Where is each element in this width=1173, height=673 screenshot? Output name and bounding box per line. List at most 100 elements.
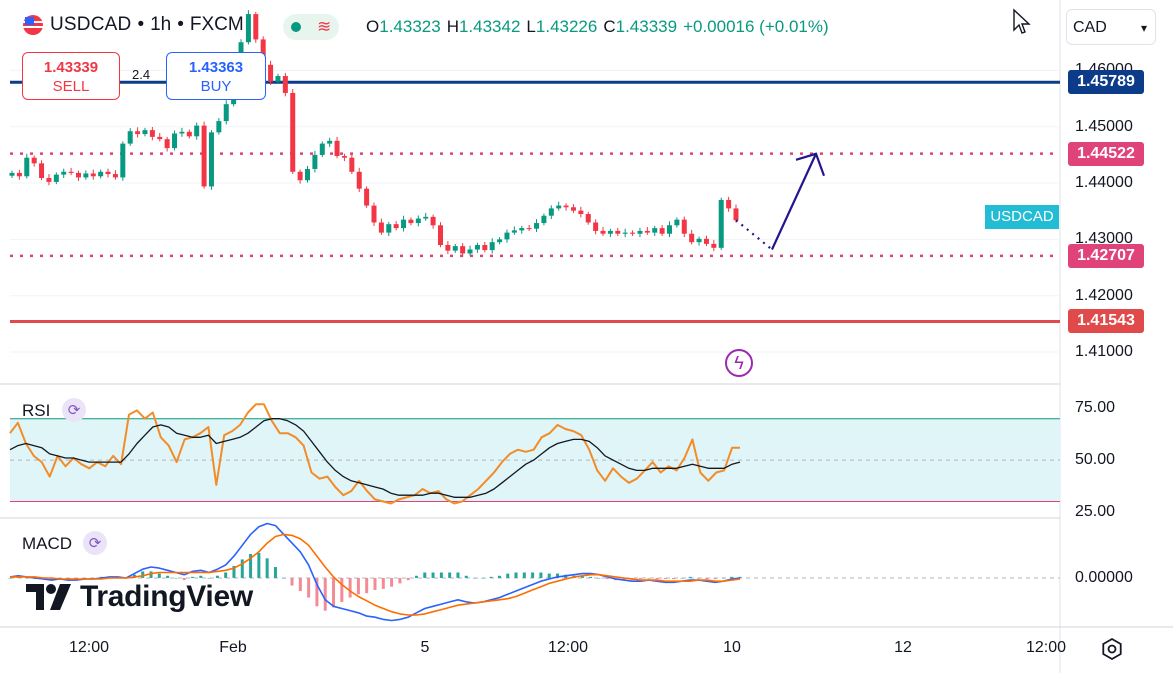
macd-histogram-bar [174, 577, 178, 579]
candle-body [201, 125, 207, 187]
candle-body [689, 233, 695, 243]
rsi-tick-label: 25.00 [1075, 502, 1116, 520]
candle-body [622, 232, 628, 234]
candle-body [61, 171, 67, 175]
candle-body [172, 133, 178, 149]
macd-histogram-bar [622, 577, 626, 581]
candle-body [460, 246, 466, 254]
rsi-line [9, 403, 740, 505]
candle-body [489, 242, 495, 251]
symbol-header[interactable]: USDCAD • 1h • FXCM [22, 14, 244, 36]
rsi-refresh-icon[interactable]: ⟳ [62, 398, 86, 422]
candle-body [142, 130, 148, 135]
candle-body [630, 232, 636, 234]
tradingview-logo-icon [26, 584, 71, 610]
candle-body [593, 222, 599, 231]
candle-body [615, 230, 621, 234]
lightning-icon[interactable]: ϟ [725, 349, 753, 377]
buy-price: 1.43363 [188, 59, 244, 76]
macd-histogram-bar [273, 567, 277, 578]
currency-value: CAD [1073, 19, 1107, 36]
macd-histogram-bar [356, 577, 360, 595]
candle-body [600, 230, 606, 234]
tradingview-logo: TradingView [26, 580, 253, 614]
low-key: L [526, 17, 536, 36]
candle-body [120, 143, 126, 178]
price-label-3[interactable]: 1.42707 [1068, 243, 1144, 268]
candle-body [282, 76, 288, 93]
candle-body [430, 216, 436, 226]
open-value: 1.43323 [379, 17, 441, 36]
tradingview-logo-text: TradingView [80, 580, 253, 613]
candle-body [297, 171, 303, 181]
macd-histogram-bar [348, 577, 352, 598]
macd-histogram-bar [423, 572, 427, 578]
macd-histogram-bar [249, 553, 253, 578]
settings-gear-icon[interactable] [1100, 637, 1124, 661]
macd-histogram-bar [332, 577, 336, 608]
candle-body [408, 219, 414, 224]
candle-body [127, 131, 133, 144]
candle-body [364, 188, 370, 206]
spread-value: 2.4 [132, 67, 151, 82]
candle-body [703, 238, 709, 244]
interval-label: 1h [150, 14, 172, 35]
macd-histogram-bar [705, 577, 709, 580]
macd-histogram-bar [141, 571, 145, 578]
macd-histogram-bar [506, 573, 510, 578]
currency-select[interactable]: CAD ▾ [1066, 9, 1156, 45]
candle-body [46, 177, 52, 182]
close-value: 1.43339 [615, 17, 678, 36]
candle-body [164, 139, 170, 149]
candle-body [327, 140, 333, 144]
candle-body [563, 205, 569, 208]
candle-body [519, 228, 525, 231]
macd-histogram-bar [522, 572, 526, 578]
candle-body [393, 224, 399, 229]
price-tick-label: 1.41000 [1075, 343, 1133, 361]
rsi-tick-label: 50.00 [1075, 451, 1116, 469]
low-value: 1.43226 [535, 17, 598, 36]
candle-body [415, 218, 421, 224]
price-label-1[interactable]: 1.45789 [1068, 70, 1144, 95]
macd-histogram-bar [721, 577, 725, 579]
macd-histogram-bar [398, 577, 402, 584]
sell-price: 1.43339 [43, 59, 99, 76]
price-tick-label: 1.45000 [1075, 117, 1133, 135]
symbol-tag: USDCAD [985, 205, 1059, 229]
candle-body [696, 238, 702, 243]
price-tick-label: 1.43000 [1075, 230, 1133, 248]
macd-histogram-bar [265, 558, 269, 578]
candle-body [570, 207, 576, 211]
candle-body [90, 173, 96, 177]
candle-body [223, 104, 229, 122]
price-label-2[interactable]: 1.44522 [1068, 141, 1144, 166]
ohlc-readout: O1.43323 H1.43342 L1.43226 C1.43339 +0.0… [366, 17, 829, 37]
candle-body [607, 230, 613, 234]
sell-button[interactable]: 1.43339 SELL [22, 52, 120, 100]
time-tick-label: 12:00 [69, 639, 110, 656]
candle-body [68, 171, 74, 173]
macd-label[interactable]: MACD [22, 534, 73, 553]
macd-histogram-bar [49, 577, 53, 581]
macd-histogram-bar [240, 559, 244, 578]
rsi-label[interactable]: RSI [22, 401, 51, 420]
buy-button[interactable]: 1.43363 BUY [166, 52, 266, 100]
macd-refresh-icon[interactable]: ⟳ [83, 531, 107, 555]
high-key: H [446, 17, 459, 36]
candle-body [179, 131, 185, 134]
candle-body [9, 172, 15, 176]
candle-body [681, 219, 687, 234]
candle-body [186, 131, 192, 137]
price-label-4[interactable]: 1.41543 [1068, 309, 1144, 334]
macd-histogram-bar [655, 577, 659, 580]
macd-histogram-bar [547, 573, 551, 578]
macd-histogram-bar [497, 575, 501, 578]
candle-body [39, 163, 45, 178]
market-status-icon[interactable]: ≋ [283, 14, 339, 40]
macd-histogram-bar [672, 577, 676, 580]
symbol-name: USDCAD [50, 14, 132, 35]
macd-histogram-bar [215, 575, 219, 578]
candle-body [541, 215, 547, 224]
